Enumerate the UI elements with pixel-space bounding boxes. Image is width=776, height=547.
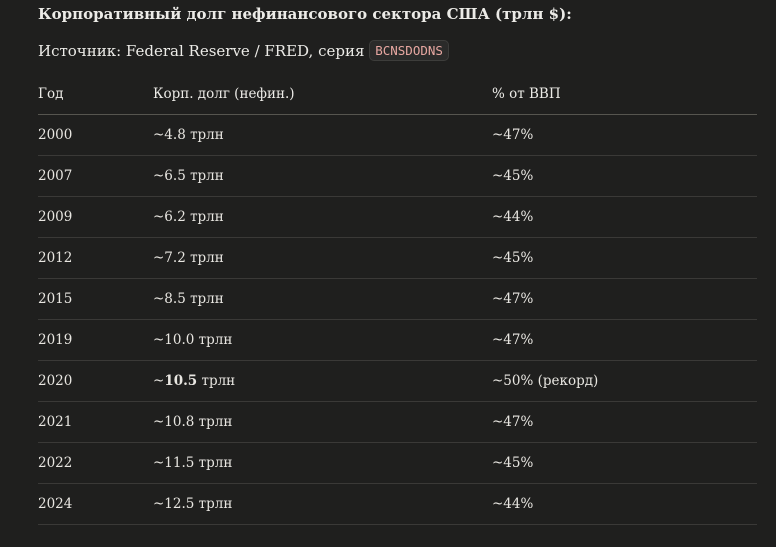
cell-debt: ~10.8 трлн: [153, 401, 492, 443]
table-header-row: Год Корп. долг (нефин.) % от ВВП: [38, 74, 757, 115]
cell-debt: ~4.8 трлн: [153, 114, 492, 156]
debt-prefix: ~: [153, 373, 165, 389]
cell-debt: ~12.5 трлн: [153, 483, 492, 525]
cell-gdp-share: ~45%: [492, 442, 757, 484]
cell-year: 2015: [38, 278, 153, 320]
cell-gdp-share: ~50% (рекорд): [492, 360, 757, 402]
cell-gdp-share: ~47%: [492, 319, 757, 361]
table-row: 2012 ~7.2 трлн ~45%: [38, 237, 757, 279]
cell-debt: ~11.5 трлн: [153, 442, 492, 484]
cell-debt: ~10.0 трлн: [153, 319, 492, 361]
cell-debt: ~6.2 трлн: [153, 196, 492, 238]
cell-gdp-share: ~47%: [492, 114, 757, 156]
cell-year: 2020: [38, 360, 153, 402]
header-year: Год: [38, 74, 153, 115]
cell-debt: ~6.5 трлн: [153, 155, 492, 197]
cell-year: 2024: [38, 483, 153, 525]
table-row-highlight: 2020 ~10.5 трлн ~50% (рекорд): [38, 360, 757, 402]
cell-year: 2022: [38, 442, 153, 484]
cell-gdp-share: ~47%: [492, 278, 757, 320]
page-title: Корпоративный долг нефинансового сектора…: [38, 5, 572, 23]
cell-year: 2000: [38, 114, 153, 156]
cell-year: 2007: [38, 155, 153, 197]
debt-unit: трлн: [197, 373, 236, 389]
source-line: Источник: Federal Reserve / FRED, серия …: [38, 40, 449, 61]
table-row: 2007 ~6.5 трлн ~45%: [38, 155, 757, 197]
cell-debt: ~7.2 трлн: [153, 237, 492, 279]
debt-value-bold: 10.5: [164, 373, 198, 389]
table-row: 2000 ~4.8 трлн ~47%: [38, 114, 757, 156]
source-text: Источник: Federal Reserve / FRED, серия: [38, 42, 365, 60]
cell-gdp-share: ~44%: [492, 196, 757, 238]
cell-year: 2021: [38, 401, 153, 443]
header-gdp-share: % от ВВП: [492, 74, 757, 115]
table-row: 2019 ~10.0 трлн ~47%: [38, 319, 757, 361]
debt-table: Год Корп. долг (нефин.) % от ВВП 2000 ~4…: [38, 74, 757, 525]
cell-year: 2009: [38, 196, 153, 238]
cell-gdp-share: ~45%: [492, 155, 757, 197]
table-row: 2015 ~8.5 трлн ~47%: [38, 278, 757, 320]
cell-gdp-share: ~47%: [492, 401, 757, 443]
table-row: 2009 ~6.2 трлн ~44%: [38, 196, 757, 238]
table-row: 2021 ~10.8 трлн ~47%: [38, 401, 757, 443]
cell-debt: ~8.5 трлн: [153, 278, 492, 320]
cell-year: 2012: [38, 237, 153, 279]
cell-debt: ~10.5 трлн: [153, 360, 492, 402]
cell-year: 2019: [38, 319, 153, 361]
cell-gdp-share: ~45%: [492, 237, 757, 279]
table-row: 2022 ~11.5 трлн ~45%: [38, 442, 757, 484]
table-row: 2024 ~12.5 трлн ~44%: [38, 483, 757, 525]
cell-gdp-share: ~44%: [492, 483, 757, 525]
header-debt: Корп. долг (нефин.): [153, 74, 492, 115]
series-code: BCNSDODNS: [369, 40, 449, 61]
